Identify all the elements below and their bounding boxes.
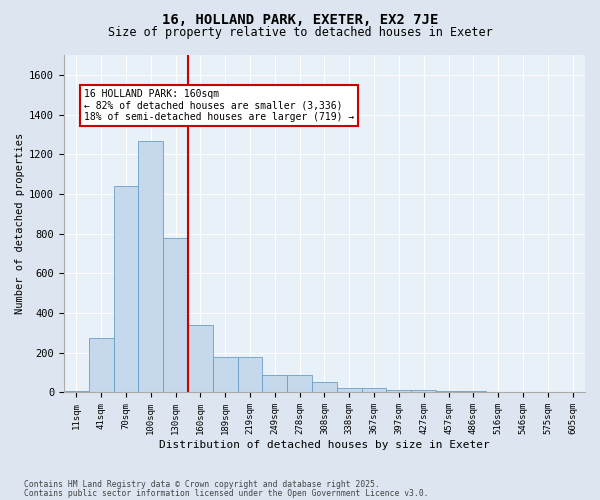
Bar — [238, 356, 262, 392]
Bar — [312, 382, 337, 392]
Bar — [188, 325, 213, 392]
Bar — [362, 388, 386, 392]
Bar — [411, 390, 436, 392]
Text: 16 HOLLAND PARK: 160sqm
← 82% of detached houses are smaller (3,336)
18% of semi: 16 HOLLAND PARK: 160sqm ← 82% of detache… — [84, 88, 354, 122]
Bar — [337, 388, 362, 392]
Text: Contains HM Land Registry data © Crown copyright and database right 2025.: Contains HM Land Registry data © Crown c… — [24, 480, 380, 489]
Bar — [139, 142, 163, 392]
Bar — [113, 186, 139, 392]
Bar — [163, 238, 188, 392]
Bar — [386, 390, 411, 392]
Y-axis label: Number of detached properties: Number of detached properties — [15, 133, 25, 314]
Text: 16, HOLLAND PARK, EXETER, EX2 7JE: 16, HOLLAND PARK, EXETER, EX2 7JE — [162, 12, 438, 26]
Bar — [262, 374, 287, 392]
Text: Contains public sector information licensed under the Open Government Licence v3: Contains public sector information licen… — [24, 489, 428, 498]
X-axis label: Distribution of detached houses by size in Exeter: Distribution of detached houses by size … — [159, 440, 490, 450]
Bar — [213, 356, 238, 392]
Text: Size of property relative to detached houses in Exeter: Size of property relative to detached ho… — [107, 26, 493, 39]
Bar — [89, 338, 113, 392]
Bar — [287, 374, 312, 392]
